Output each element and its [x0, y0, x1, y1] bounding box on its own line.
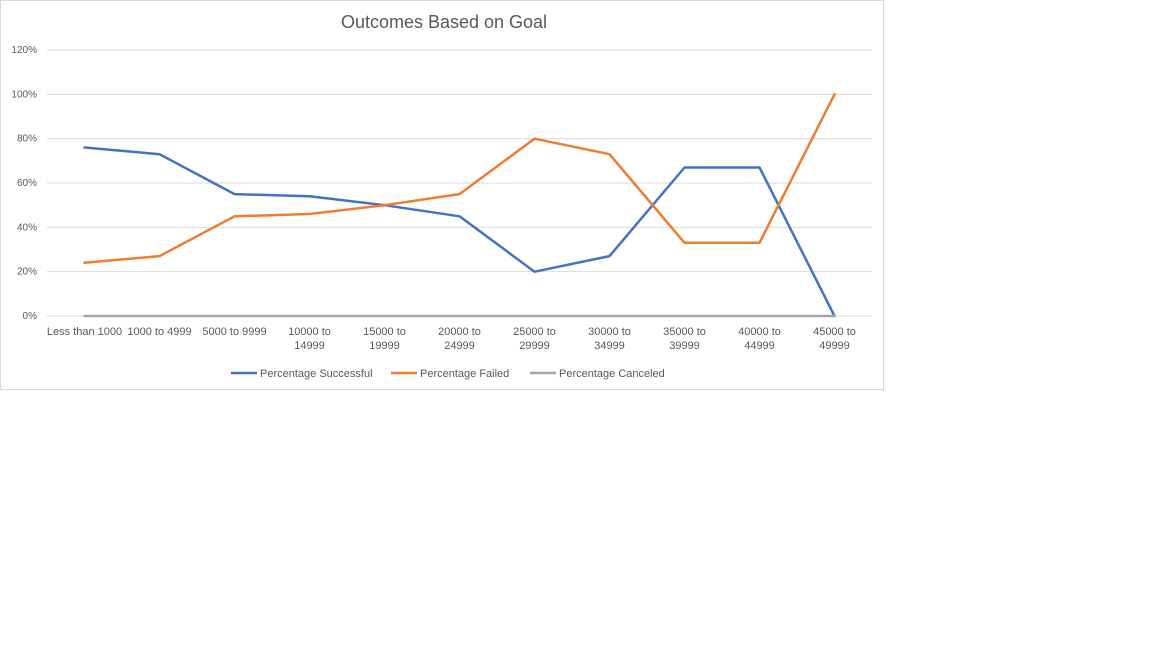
x-tick-label-line: 30000 to — [588, 326, 631, 338]
x-tick-label-line: 20000 to — [438, 326, 481, 338]
y-tick-label: 20% — [17, 267, 37, 278]
x-tick-label-line: 10000 to — [288, 326, 331, 338]
y-axis-ticks: 0% 20% 40% 60% 80% 100% 120% — [11, 45, 37, 322]
x-tick-label: Less than 1000 — [47, 326, 122, 338]
x-tick-label-line: 34999 — [594, 340, 625, 352]
x-tick-label-line: 29999 — [519, 340, 550, 352]
legend-label: Percentage Successful — [260, 368, 373, 380]
x-tick-label: 30000 to 34999 — [588, 326, 631, 352]
x-tick-label-line: 45000 to — [813, 326, 856, 338]
x-tick-label: 35000 to 39999 — [663, 326, 706, 352]
x-axis-ticks: Less than 1000 1000 to 4999 5000 to 9999 10… — [47, 326, 856, 352]
x-tick-label: 10000 to 14999 — [288, 326, 331, 352]
x-tick-label-line: 5000 to 9999 — [202, 326, 266, 338]
series-line-percentage-failed — [83, 93, 836, 265]
x-tick-label-line: 49999 — [819, 340, 850, 352]
y-tick-label: 40% — [17, 222, 37, 233]
x-tick-label-line: 24999 — [444, 340, 475, 352]
x-tick-label: 25000 to 29999 — [513, 326, 556, 352]
legend: Percentage Successful Percentage Failed Pe… — [231, 368, 665, 380]
x-tick-label-line: 44999 — [744, 340, 775, 352]
x-tick-label-line: 15000 to — [363, 326, 406, 338]
x-tick-label-line: Less than 1000 — [47, 326, 122, 338]
y-tick-label: 120% — [11, 45, 37, 56]
y-tick-label: 0% — [23, 311, 38, 322]
legend-label: Percentage Canceled — [559, 368, 665, 380]
y-tick-label: 60% — [17, 178, 37, 189]
x-tick-label: 15000 to 19999 — [363, 326, 406, 352]
x-tick-label-line: 19999 — [369, 340, 400, 352]
x-tick-label-line: 40000 to — [738, 326, 781, 338]
x-tick-label: 20000 to 24999 — [438, 326, 481, 352]
legend-label: Percentage Failed — [420, 368, 509, 380]
series-line-percentage-successful — [83, 146, 836, 318]
x-tick-label-line: 39999 — [669, 340, 700, 352]
x-tick-label: 5000 to 9999 — [202, 326, 266, 338]
gridlines — [47, 49, 872, 317]
x-tick-label: 1000 to 4999 — [127, 326, 191, 338]
x-tick-label-line: 1000 to 4999 — [127, 326, 191, 338]
x-tick-label-line: 35000 to — [663, 326, 706, 338]
x-tick-label-line: 25000 to — [513, 326, 556, 338]
chart-area: Outcomes Based on Goal 0% 20% 40% 60% 80% 100… — [0, 0, 884, 390]
chart-title: Outcomes Based on Goal — [341, 12, 547, 32]
series-lines — [83, 93, 836, 318]
x-tick-label-line: 14999 — [294, 340, 325, 352]
line-chart: Outcomes Based on Goal 0% 20% 40% 60% 80% 100… — [11, 12, 872, 380]
x-tick-label: 40000 to 44999 — [738, 326, 781, 352]
y-tick-label: 80% — [17, 134, 37, 145]
x-tick-label: 45000 to 49999 — [813, 326, 856, 352]
y-tick-label: 100% — [11, 89, 37, 100]
